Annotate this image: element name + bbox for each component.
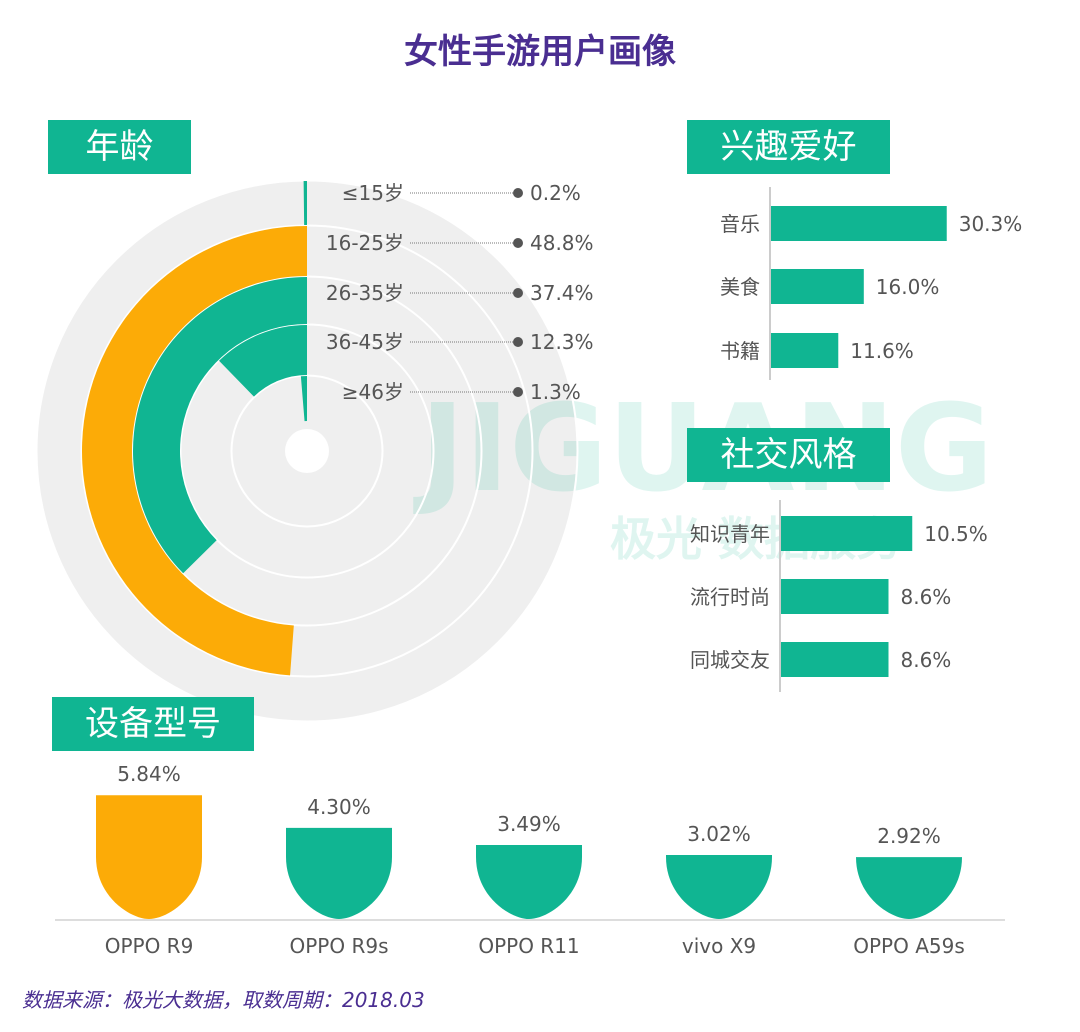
device-category-label: OPPO A59s — [853, 934, 965, 958]
device-bar — [856, 857, 962, 919]
ring-separator — [230, 374, 384, 528]
device-value-label: 4.30% — [307, 795, 371, 819]
device-category-label: OPPO R11 — [478, 934, 579, 958]
age-value-label: 1.3% — [530, 380, 581, 404]
social-value-label: 8.6% — [901, 648, 952, 672]
interest-value-label: 16.0% — [876, 275, 940, 299]
interest-value-label: 11.6% — [850, 339, 914, 363]
age-arc-4 — [300, 376, 307, 422]
social-value-label: 10.5% — [924, 522, 988, 546]
age-leader-dot — [513, 238, 523, 248]
age-leader-dot — [513, 288, 523, 298]
interest-section-label: 兴趣爱好 — [687, 120, 890, 174]
device-section-label: 设备型号 — [52, 697, 254, 751]
age-leader-dot — [513, 387, 523, 397]
device-bar — [666, 854, 772, 919]
age-value-label: 0.2% — [530, 181, 581, 205]
age-leader-dot — [513, 188, 523, 198]
interest-bar — [771, 333, 839, 368]
social-category-label: 流行时尚 — [690, 585, 770, 609]
social-value-label: 8.6% — [901, 585, 952, 609]
ring-separator — [80, 224, 534, 678]
device-value-label: 3.02% — [687, 822, 751, 846]
age-arc-2 — [132, 277, 307, 574]
age-value-label: 37.4% — [530, 281, 594, 305]
social-category-label: 同城交友 — [690, 648, 770, 672]
social-section-label: 社交风格 — [687, 428, 890, 482]
age-category-label: ≤15岁 — [342, 181, 404, 205]
ring-separator — [35, 179, 579, 723]
device-bar — [476, 845, 582, 919]
device-value-label: 2.92% — [877, 824, 941, 848]
social-bar — [781, 642, 889, 677]
age-arc-0 — [303, 181, 307, 226]
device-category-label: vivo X9 — [682, 934, 756, 958]
age-category-label: ≥46岁 — [342, 380, 404, 404]
device-category-label: OPPO R9s — [289, 934, 388, 958]
device-bar — [96, 795, 202, 919]
radial-center — [285, 429, 329, 473]
social-category-label: 知识青年 — [690, 522, 770, 546]
page-title: 女性手游用户画像 — [404, 32, 676, 72]
interest-bar — [771, 269, 864, 304]
age-section-label: 年龄 — [48, 120, 191, 174]
age-category-label: 16-25岁 — [326, 231, 404, 255]
age-value-label: 48.8% — [530, 231, 594, 255]
device-bar — [286, 827, 392, 919]
ring-separator — [179, 323, 435, 579]
interest-category-label: 书籍 — [720, 339, 760, 363]
interest-category-label: 美食 — [720, 275, 760, 299]
device-value-label: 5.84% — [117, 762, 181, 786]
social-bar — [781, 579, 889, 614]
data-source-note: 数据来源：极光大数据，取数周期：2018.03 — [22, 988, 425, 1012]
age-category-label: 26-35岁 — [326, 281, 404, 305]
social-bar — [781, 516, 913, 551]
ring-separator — [131, 275, 483, 627]
age-leader-dot — [513, 337, 523, 347]
interest-value-label: 30.3% — [959, 212, 1023, 236]
device-category-label: OPPO R9 — [105, 934, 194, 958]
age-value-label: 12.3% — [530, 330, 594, 354]
interest-category-label: 音乐 — [720, 212, 760, 236]
age-category-label: 36-45岁 — [326, 330, 404, 354]
age-arc-1 — [81, 225, 307, 676]
device-value-label: 3.49% — [497, 812, 561, 836]
age-arc-3 — [219, 325, 307, 397]
interest-bar — [771, 206, 947, 241]
